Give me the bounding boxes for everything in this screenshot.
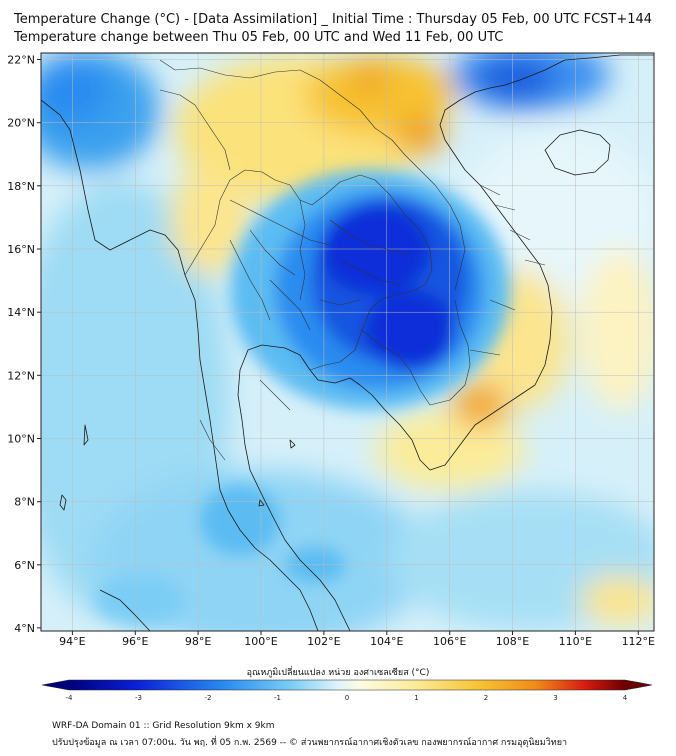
lon-label: 104°E — [370, 635, 403, 648]
colorbar-right-arrow — [625, 680, 652, 690]
colorbar-left-arrow — [42, 680, 69, 690]
lon-label: 98°E — [185, 635, 211, 648]
myanmar-border — [159, 89, 231, 171]
colorbar-tick: 2 — [484, 694, 488, 702]
lat-label: 20°N — [7, 117, 35, 130]
longitude-labels: 94°E 96°E 98°E 100°E 102°E 104°E 106°E 1… — [59, 635, 655, 648]
peninsula-east-coast — [237, 54, 654, 631]
colorbar-tick: -3 — [135, 694, 142, 702]
colorbar-tick: -1 — [274, 694, 281, 702]
lon-label: 96°E — [122, 635, 148, 648]
sumatra-tip — [99, 589, 151, 631]
plot-frame — [40, 52, 655, 632]
colorbar-tick: -4 — [66, 694, 74, 702]
temperature-field — [41, 53, 654, 631]
chart-title: Temperature Change (°C) - [Data Assimila… — [14, 12, 653, 27]
andaman-islands — [59, 424, 89, 511]
colorbar-tick: 1 — [414, 694, 418, 702]
lat-label: 12°N — [7, 369, 35, 382]
lat-label: 10°N — [7, 433, 35, 446]
lon-label: 110°E — [559, 635, 592, 648]
footer-model-info: WRF-DA Domain 01 :: Grid Resolution 9km … — [52, 721, 275, 731]
vietnam-provinces — [469, 184, 546, 356]
province-borders — [159, 59, 546, 461]
colorbar — [41, 679, 653, 691]
lon-label: 112°E — [622, 635, 655, 648]
laos-vietnam-border — [299, 69, 466, 291]
cambodia-border — [361, 299, 471, 406]
lon-label: 108°E — [496, 635, 529, 648]
lat-label: 14°N — [7, 306, 35, 319]
latitude-labels: 22°N 20°N 18°N 16°N 14°N 12°N 10°N 8°N 6… — [7, 54, 35, 635]
hainan-island — [544, 129, 611, 176]
lon-label: 100°E — [244, 635, 277, 648]
colorbar-tick: 3 — [553, 694, 557, 702]
footer-credit: ปรับปรุงข้อมูล ณ เวลา 07:00น. วัน พฤ. ที… — [52, 738, 568, 748]
coastline-outline — [41, 54, 654, 631]
lon-label: 94°E — [59, 635, 85, 648]
thailand-border — [184, 169, 433, 371]
gulf-islands — [258, 439, 296, 507]
colorbar-label: อุณหภูมิเปลี่ยนแปลง หน่วย องศาเซลเซียส (… — [246, 668, 430, 678]
mainland-coastline — [41, 99, 319, 631]
chart-subtitle: Temperature change between Thu 05 Feb, 0… — [14, 30, 504, 45]
lat-label: 18°N — [7, 180, 35, 193]
lat-label: 22°N — [7, 54, 35, 67]
province-lines — [199, 199, 411, 461]
colorbar-body — [69, 680, 625, 690]
axis-ticks — [37, 59, 639, 635]
colorbar-tick: 0 — [345, 694, 349, 702]
lon-label: 102°E — [307, 635, 340, 648]
colorbar-tick: -2 — [205, 694, 212, 702]
lat-label: 16°N — [7, 243, 35, 256]
lon-label: 106°E — [433, 635, 466, 648]
lat-label: 6°N — [14, 559, 35, 572]
colorbar-tick: 4 — [623, 694, 628, 702]
myanmar-china-border — [159, 59, 301, 79]
lat-label: 4°N — [14, 622, 35, 635]
colorbar-ticks: -4 -3 -2 -1 0 1 2 3 4 — [66, 694, 628, 702]
lat-label: 8°N — [14, 496, 35, 509]
graticule — [41, 53, 654, 631]
